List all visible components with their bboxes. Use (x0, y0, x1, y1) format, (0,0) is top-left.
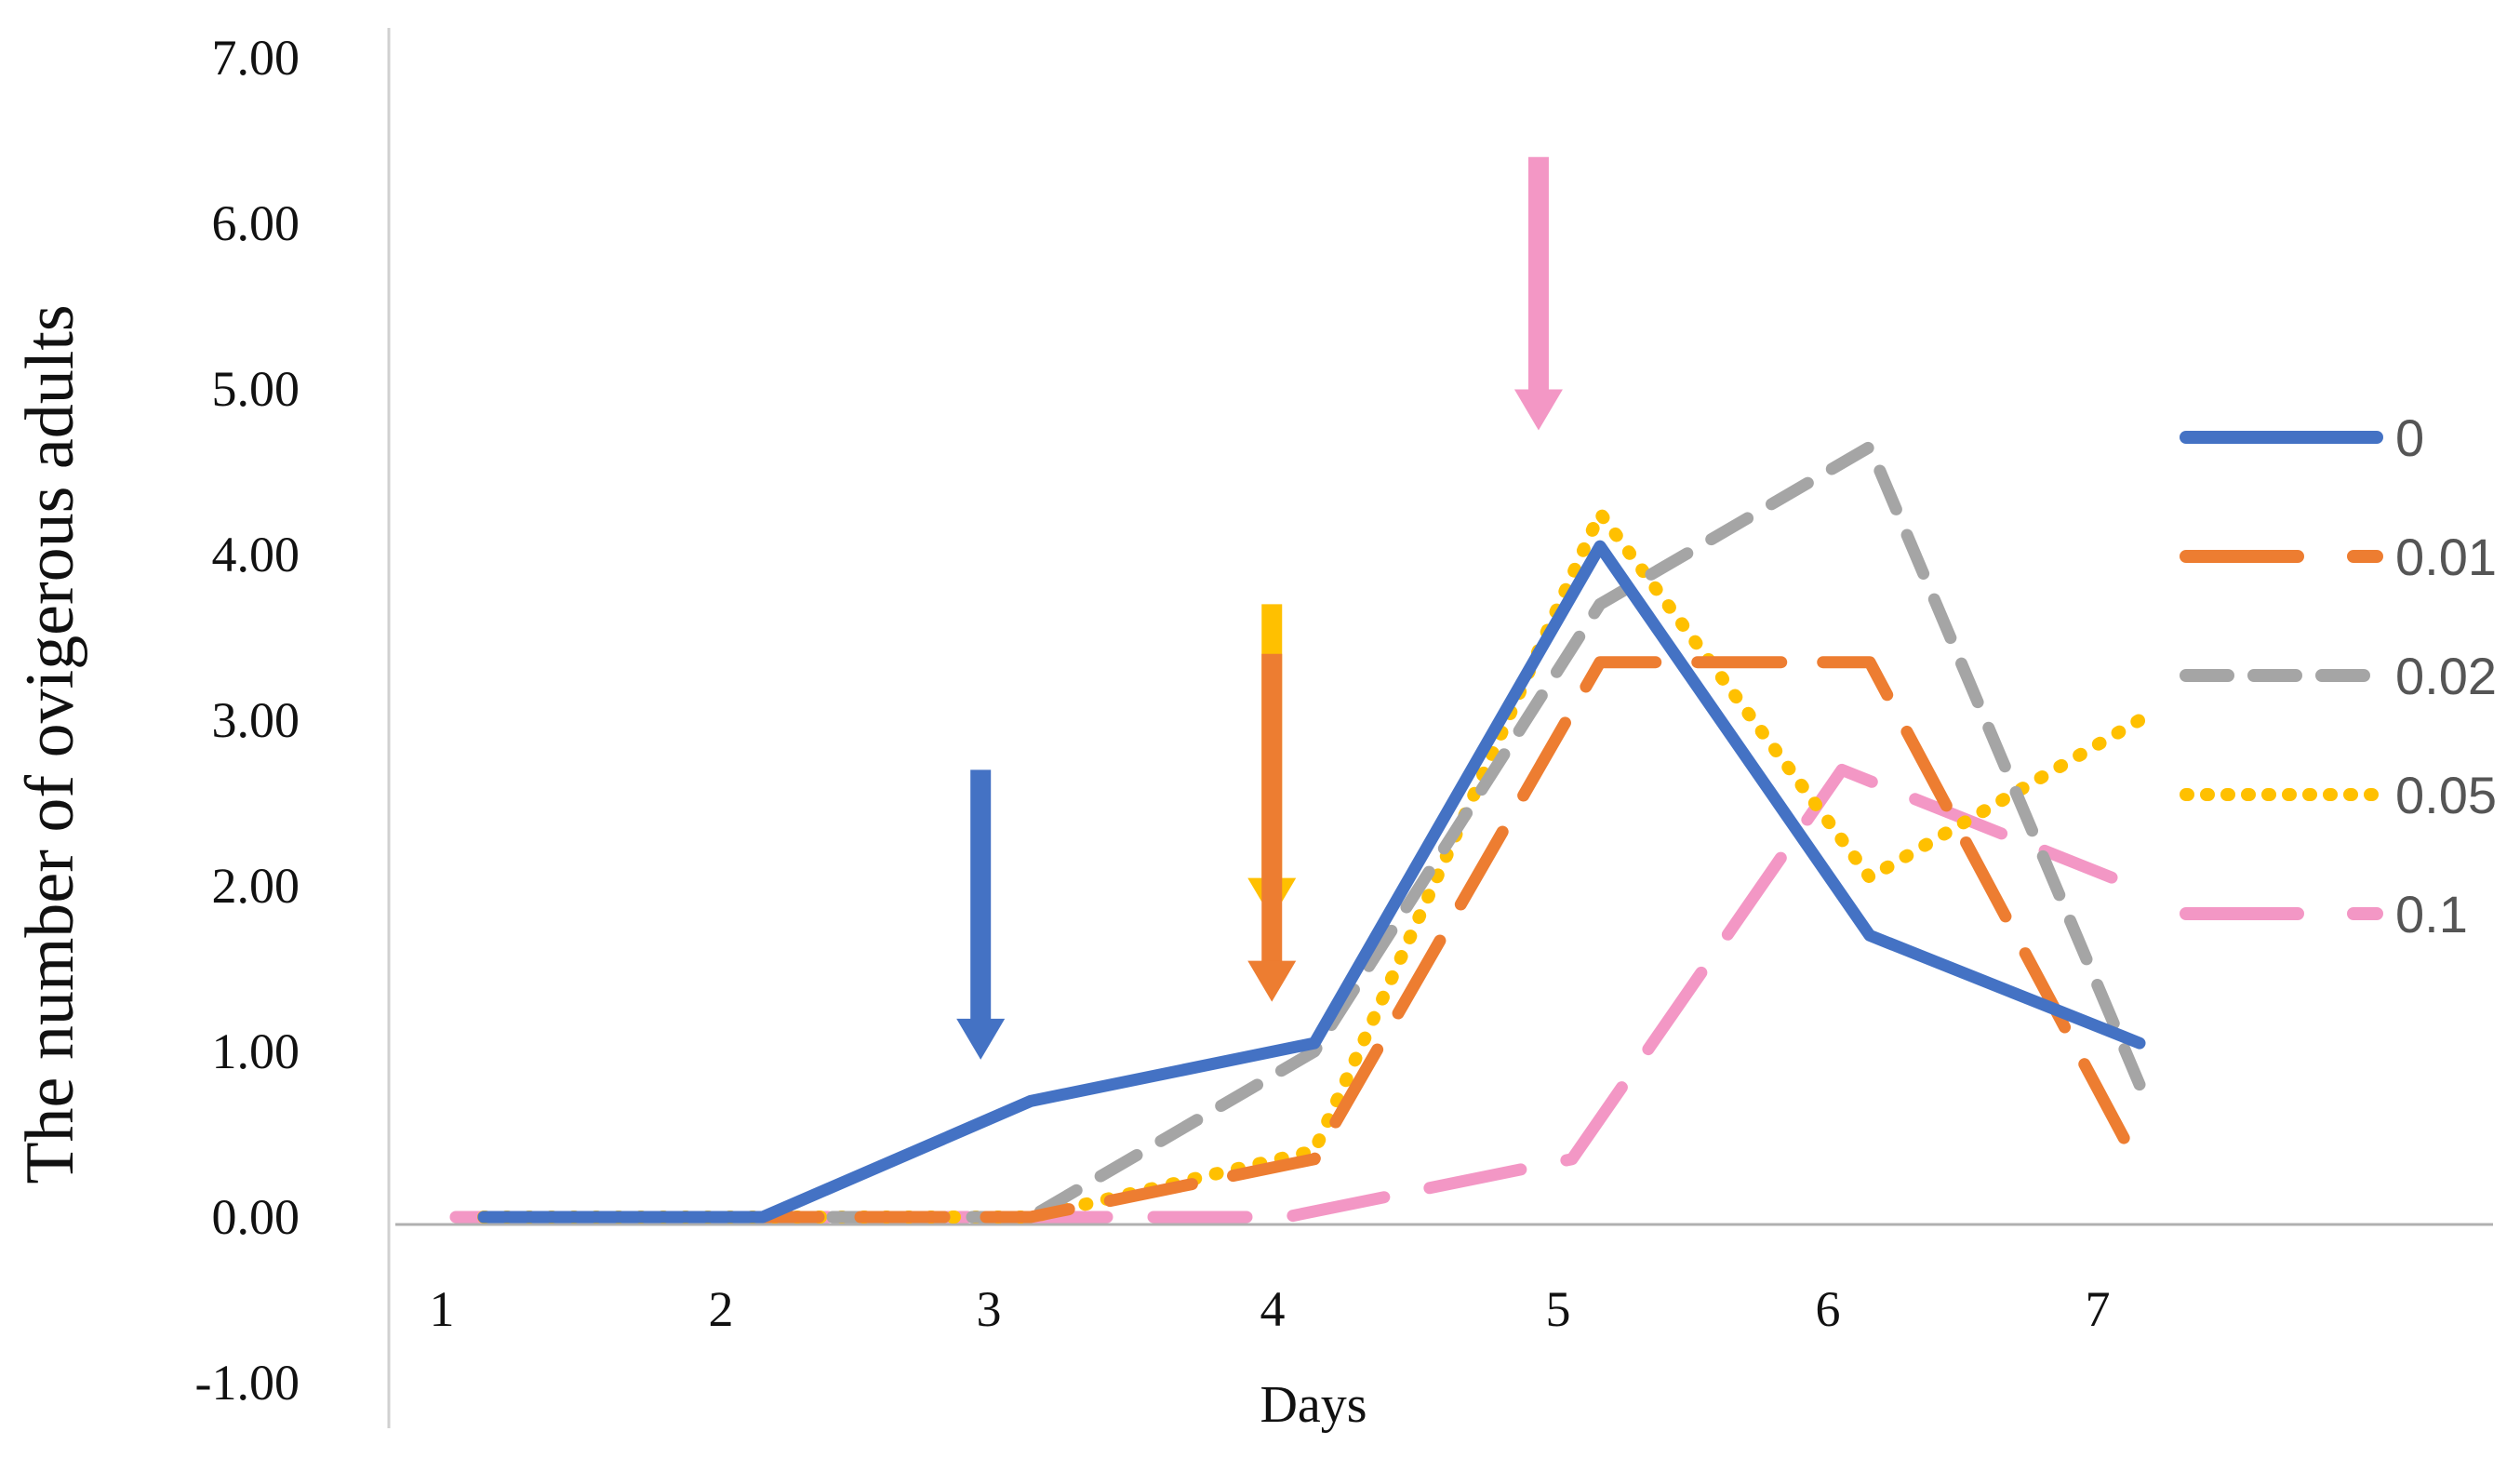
y-axis-title: The number of ovigerous adults (12, 304, 88, 1184)
legend-item: 0.05 (2180, 766, 2497, 824)
x-tick-label: 6 (1816, 1281, 1841, 1337)
y-tick-label: 5.00 (212, 361, 300, 417)
x-tick-label: 2 (709, 1281, 734, 1337)
series-line-0 (477, 540, 2146, 1224)
legend-item: 0.01 (2180, 528, 2497, 586)
legend-label: 0.1 (2395, 885, 2468, 943)
series-line-0_02 (477, 440, 2146, 1224)
y-tick-label: 4.00 (212, 527, 300, 582)
legend: 0 0.01 0.02 0.05 0.1 (2180, 408, 2497, 943)
x-axis-title: Days (1260, 1376, 1367, 1434)
x-tick-label: 7 (2086, 1281, 2111, 1337)
annotation-arrows (956, 156, 1563, 1060)
legend-label: 0 (2395, 408, 2424, 467)
annotation-arrow (1247, 653, 1297, 1002)
legend-item: 0.1 (2180, 885, 2468, 943)
series-line-0_1 (449, 763, 2118, 1224)
y-tick-label: 1.00 (212, 1023, 300, 1079)
x-tick-label: 3 (977, 1281, 1002, 1337)
y-tick-label: 6.00 (212, 195, 300, 251)
y-tick-label: 7.00 (212, 30, 300, 86)
legend-item: 0.02 (2180, 647, 2497, 705)
series-line-0_05 (477, 506, 2146, 1224)
axes (387, 28, 2493, 1428)
annotation-arrow (956, 769, 1006, 1060)
legend-label: 0.02 (2395, 647, 2497, 705)
x-tick-label: 5 (1546, 1281, 1571, 1337)
x-tick-label: 1 (430, 1281, 455, 1337)
tick-labels: -1.00 0.00 1.00 2.00 3.00 4.00 5.00 6.00 7.00 1 2 3… (195, 30, 2111, 1411)
y-tick-label: -1.00 (195, 1355, 300, 1411)
series-lines (449, 440, 2146, 1224)
x-tick-label: 4 (1260, 1281, 1286, 1337)
y-tick-label: 0.00 (212, 1189, 300, 1245)
y-tick-label: 3.00 (212, 692, 300, 748)
legend-item: 0 (2180, 408, 2424, 467)
annotation-arrow (1513, 156, 1563, 431)
legend-label: 0.01 (2395, 528, 2497, 586)
y-tick-label: 2.00 (212, 858, 300, 914)
legend-label: 0.05 (2395, 766, 2497, 824)
